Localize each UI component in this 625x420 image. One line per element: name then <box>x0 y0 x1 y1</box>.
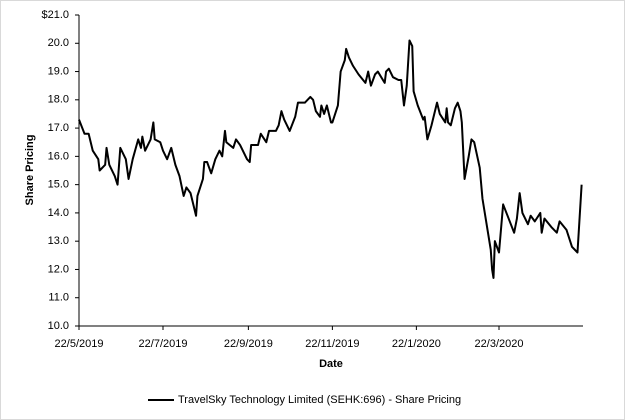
x-tick-label: 22/9/2019 <box>224 338 273 350</box>
x-tick-label: 22/5/2019 <box>55 338 104 350</box>
y-tick-label: 15.0 <box>48 179 69 191</box>
y-tick-label: 20.0 <box>48 37 69 49</box>
x-tick-label: 22/3/2020 <box>475 338 524 350</box>
y-tick-label: 16.0 <box>48 150 69 162</box>
y-tick-label: 18.0 <box>48 94 69 106</box>
y-tick-label: 13.0 <box>48 235 69 247</box>
series-line <box>78 39 583 279</box>
x-axis-title: Date <box>319 358 343 370</box>
y-tick-label: 17.0 <box>48 122 69 134</box>
y-tick-label: 14.0 <box>48 207 69 219</box>
x-tick-label: 22/1/2020 <box>392 338 441 350</box>
y-tick-label: 10.0 <box>48 320 69 332</box>
y-tick-label: 11.0 <box>48 292 69 304</box>
y-tick-label: $21.0 <box>41 9 69 21</box>
x-tick-label: 22/7/2019 <box>139 338 188 350</box>
x-tick-label: 22/11/2019 <box>305 338 359 350</box>
y-tick-label: 19.0 <box>48 65 69 77</box>
y-axis-title: Share Pricing <box>24 135 36 206</box>
legend-label: TravelSky Technology Limited (SEHK:696) … <box>178 394 461 406</box>
y-tick-label: 12.0 <box>48 263 69 275</box>
